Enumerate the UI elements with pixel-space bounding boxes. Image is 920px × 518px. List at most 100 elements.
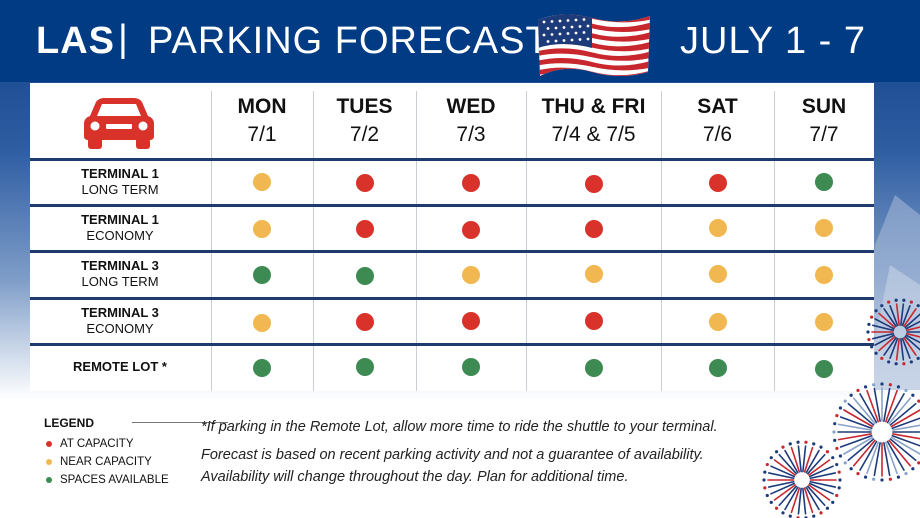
legend-item-near: NEAR CAPACITY	[44, 453, 169, 471]
day-name: WED	[446, 95, 496, 118]
legend-label: AT CAPACITY	[60, 438, 134, 450]
status-dot-at	[462, 173, 480, 192]
status-dot-available	[815, 173, 833, 191]
date-range: JULY 1 - 7	[680, 20, 867, 62]
day-header-1: TUES 7/2	[313, 83, 416, 158]
legend: LEGEND AT CAPACITY NEAR CAPACITY SPACES AV…	[44, 414, 228, 489]
table-header-row: MON 7/1 TUES 7/2 WED 7/3 THU & FRI 7/4 & 7/5 SAT…	[30, 83, 874, 158]
row-divider	[30, 297, 874, 300]
status-dot-near	[253, 173, 271, 191]
remote-lot-note: *If parking in the Remote Lot, allow mor…	[201, 419, 718, 435]
forecast-disclaimer-1: Forecast is based on recent parking acti…	[201, 447, 704, 463]
lot-name: TERMINAL 3	[81, 258, 159, 273]
table-row: REMOTE LOT *	[30, 346, 874, 389]
day-name: SAT	[697, 95, 738, 118]
lot-label: TERMINAL 1 ECONOMY	[30, 207, 210, 243]
status-dot-near	[708, 313, 727, 332]
car-icon	[84, 98, 154, 149]
status-dot-available	[253, 265, 271, 284]
status-dot-at	[462, 312, 480, 330]
legend-swatch	[46, 477, 52, 483]
status-dot-available	[253, 358, 271, 377]
lot-type: ECONOMY	[86, 228, 154, 243]
day-header-5: SUN 7/7	[774, 83, 874, 158]
status-dot-at	[355, 174, 374, 193]
status-dot-available	[584, 359, 603, 378]
day-header-0: MON 7/1	[211, 83, 313, 158]
status-dot-near	[462, 265, 480, 284]
day-name: SUN	[801, 95, 847, 118]
status-dot-near	[584, 265, 603, 283]
status-dot-near	[815, 266, 833, 285]
column-divider	[313, 91, 314, 391]
day-date: 7/4 & 7/5	[551, 123, 636, 146]
lot-name: TERMINAL 1	[81, 166, 159, 181]
row-divider	[30, 204, 874, 207]
day-name: THU & FRI	[541, 95, 646, 118]
status-dot-available	[462, 358, 480, 376]
table-row: TERMINAL 3 ECONOMY	[30, 300, 874, 343]
legend-swatch	[46, 459, 52, 465]
column-divider	[211, 91, 212, 391]
legend-title: LEGEND	[44, 416, 95, 430]
table-row: TERMINAL 3 LONG TERM	[30, 253, 874, 296]
header-separator: |	[118, 18, 128, 60]
status-dot-at	[355, 312, 374, 331]
day-date: 7/2	[349, 123, 380, 146]
header-bar: LAS | PARKING FORECAST JULY 1 - 7	[0, 0, 920, 82]
lot-type: LONG TERM	[81, 274, 159, 289]
status-dot-available	[815, 359, 833, 378]
day-date: 7/1	[247, 123, 277, 146]
lot-label: TERMINAL 3 LONG TERM	[30, 253, 210, 289]
forecast-table: MON 7/1 TUES 7/2 WED 7/3 THU & FRI 7/4 & 7/5 SAT…	[30, 83, 874, 391]
lot-label: REMOTE LOT *	[30, 346, 210, 374]
day-name: TUES	[336, 95, 393, 118]
status-dot-near	[253, 313, 271, 332]
status-dot-at	[708, 173, 727, 192]
legend-item-available: SPACES AVAILABLE	[44, 471, 169, 489]
notes: *If parking in the Remote Lot, allow mor…	[201, 416, 718, 488]
column-divider	[416, 91, 417, 391]
column-divider	[526, 91, 527, 391]
day-date: 7/6	[702, 123, 733, 146]
day-date: 7/3	[456, 123, 486, 146]
lot-label: TERMINAL 3 ECONOMY	[30, 300, 210, 336]
status-dot-near	[708, 219, 727, 237]
status-dot-near	[253, 220, 271, 239]
status-dot-at	[355, 219, 374, 238]
lot-name: REMOTE LOT *	[73, 359, 167, 374]
lot-label: TERMINAL 1 LONG TERM	[30, 161, 210, 197]
status-dot-near	[815, 219, 833, 237]
forecast-disclaimer-2: Availability will change throughout the …	[201, 469, 629, 485]
lot-type: LONG TERM	[81, 182, 159, 197]
airport-code: LAS	[36, 20, 115, 62]
status-dot-at	[584, 312, 603, 330]
status-dot-available	[355, 358, 374, 376]
page-title: PARKING FORECAST	[148, 20, 550, 62]
day-date: 7/7	[809, 123, 839, 146]
row-divider	[30, 250, 874, 253]
status-dot-at	[462, 220, 480, 239]
fireworks-icon	[762, 298, 920, 518]
lot-name: TERMINAL 3	[81, 305, 159, 320]
status-dot-available	[355, 266, 374, 285]
status-dot-at	[584, 219, 603, 238]
day-name: MON	[237, 95, 287, 118]
legend-item-at: AT CAPACITY	[44, 435, 169, 453]
day-header-4: SAT 7/6	[661, 83, 774, 158]
legend-label: SPACES AVAILABLE	[60, 474, 169, 486]
lot-name: TERMINAL 1	[81, 212, 159, 227]
row-divider	[30, 158, 874, 161]
column-divider	[774, 91, 775, 391]
lot-type: ECONOMY	[86, 321, 154, 336]
row-divider	[30, 343, 874, 346]
table-row: TERMINAL 1 LONG TERM	[30, 161, 874, 204]
status-dot-near	[815, 312, 833, 331]
legend-swatch	[46, 441, 52, 447]
day-header-3: THU & FRI 7/4 & 7/5	[526, 83, 661, 158]
table-row: TERMINAL 1 ECONOMY	[30, 207, 874, 250]
day-header-2: WED 7/3	[416, 83, 526, 158]
legend-divider	[132, 422, 228, 423]
status-dot-at	[584, 174, 603, 193]
column-divider	[661, 91, 662, 391]
